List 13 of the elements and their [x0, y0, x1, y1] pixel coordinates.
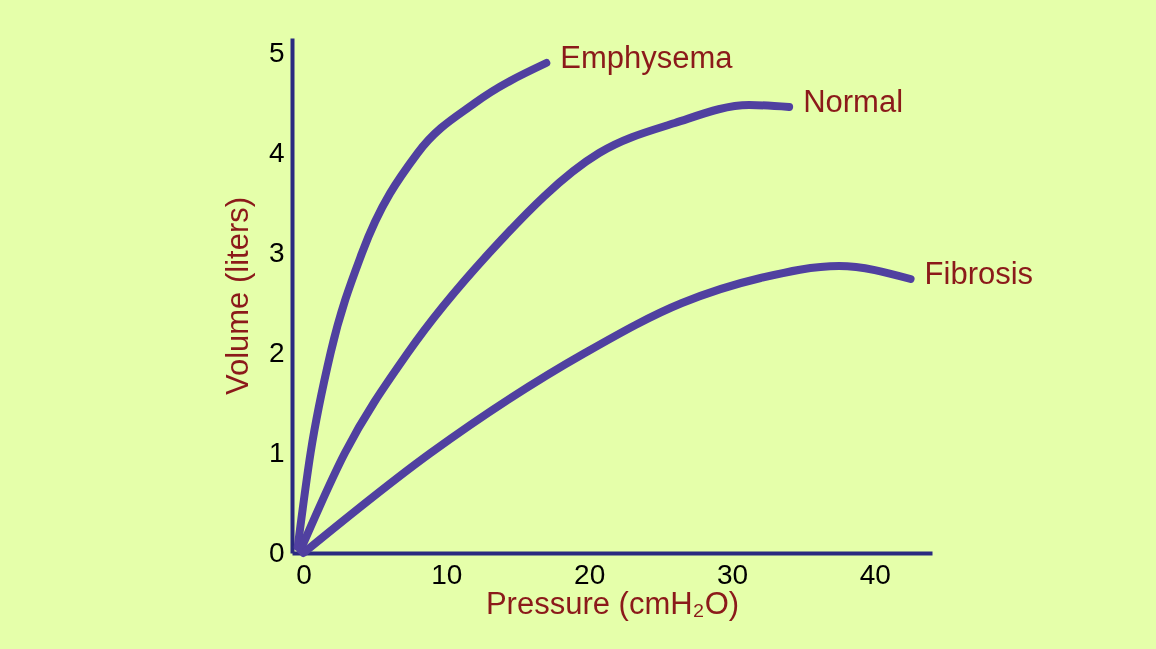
x-tick-label: 40 [859, 558, 891, 590]
y-tick-label: 2 [268, 336, 285, 368]
y-tick-label: 0 [268, 536, 285, 568]
x-tick-label: 10 [431, 558, 463, 590]
y-tick-label: 5 [268, 36, 285, 68]
series-label: Normal [803, 84, 904, 119]
y-axis-title: Volume (liters) [219, 196, 255, 396]
y-tick-label: 4 [268, 136, 285, 168]
series-label: Emphysema [560, 40, 734, 75]
y-tick-label: 1 [268, 436, 285, 468]
x-tick-label: 0 [296, 558, 312, 590]
y-tick-label: 3 [268, 236, 285, 268]
series-label: Fibrosis [924, 256, 1034, 291]
